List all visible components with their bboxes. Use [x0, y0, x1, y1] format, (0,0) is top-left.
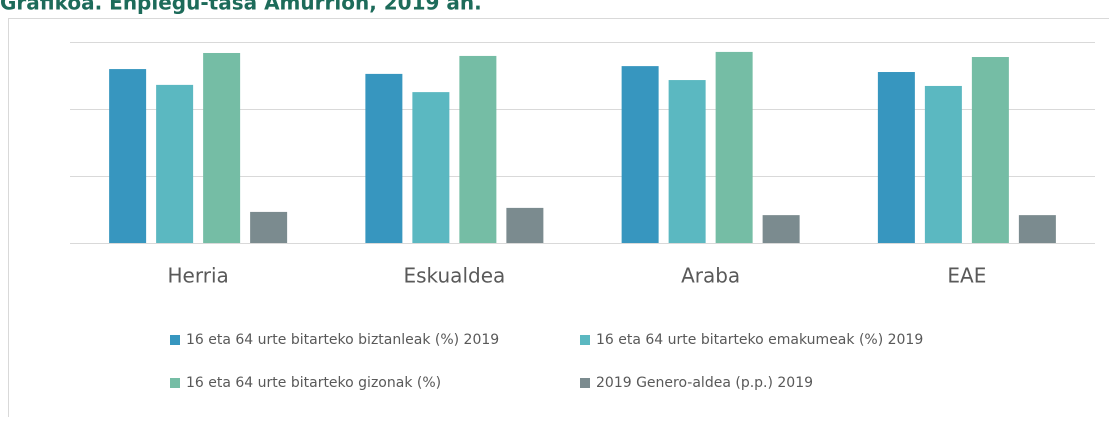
- bar: [506, 208, 543, 243]
- legend-swatch: [580, 378, 590, 388]
- bar: [716, 52, 753, 243]
- x-tick-label: Eskualdea: [403, 264, 505, 288]
- bar: [156, 85, 193, 243]
- bar: [878, 72, 915, 243]
- bar: [669, 80, 706, 243]
- bar: [925, 86, 962, 243]
- bar: [250, 212, 287, 243]
- legend-label: 16 eta 64 urte bitarteko gizonak (%): [186, 375, 441, 391]
- bar: [412, 92, 449, 243]
- legend-label: 2019 Genero-aldea (p.p.) 2019: [596, 375, 813, 391]
- legend-label: 16 eta 64 urte bitarteko emakumeak (%) 2…: [596, 332, 923, 348]
- bar: [459, 56, 496, 243]
- chart-title: Grafikoa. Enplegu-tasa Amurrion, 2019 an…: [0, 0, 482, 15]
- legend-swatch: [170, 378, 180, 388]
- bar: [365, 74, 402, 243]
- bar: [109, 69, 146, 243]
- bar: [622, 66, 659, 243]
- x-tick-label: Araba: [681, 264, 740, 288]
- bar: [972, 57, 1009, 243]
- bar: [763, 215, 800, 243]
- legend-swatch: [170, 335, 180, 345]
- bar: [203, 53, 240, 243]
- x-tick-label: EAE: [947, 264, 986, 288]
- bar: [1019, 215, 1056, 243]
- legend-swatch: [580, 335, 590, 345]
- legend-label: 16 eta 64 urte bitarteko biztanleak (%) …: [186, 332, 499, 348]
- x-tick-label: Herria: [168, 264, 229, 288]
